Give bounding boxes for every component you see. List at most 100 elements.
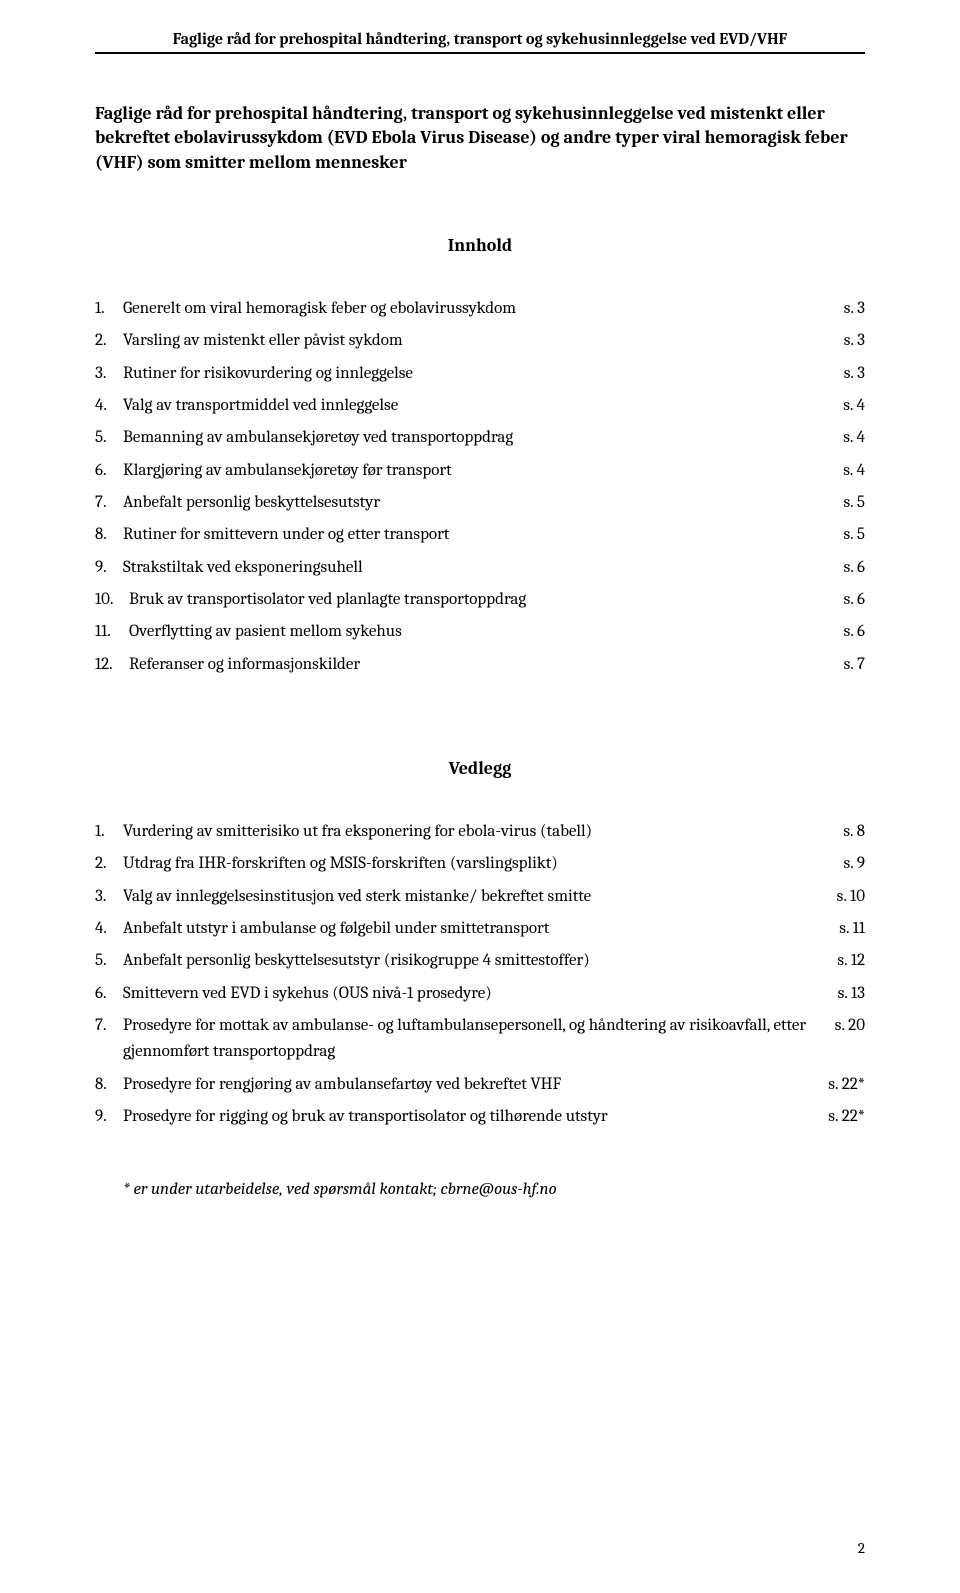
toc-entry: 2. Varsling av mistenkt eller påvist syk…	[95, 328, 403, 354]
vedlegg-list: 1. Vurdering av smitterisiko ut fra eksp…	[95, 819, 865, 1130]
toc-text: Referanser og informasjonskilder	[129, 652, 360, 678]
toc-entry: 4. Valg av transportmiddel ved innleggel…	[95, 393, 398, 419]
toc-entry: 12. Referanser og informasjonskilder	[95, 652, 360, 678]
toc-number: 6.	[95, 458, 123, 484]
vedlegg-text: Prosedyre for mottak av ambulanse- og lu…	[123, 1013, 815, 1066]
toc-entry: 7. Anbefalt personlig beskyttelsesutstyr	[95, 490, 380, 516]
toc-row: 5. Bemanning av ambulansekjøretøy ved tr…	[95, 425, 865, 451]
toc-row: 6. Klargjøring av ambulansekjøretøy før …	[95, 458, 865, 484]
footnote: * er under utarbeidelse, ved spørsmål ko…	[123, 1180, 865, 1199]
vedlegg-row: 4. Anbefalt utstyr i ambulanse og følgeb…	[95, 916, 865, 942]
vedlegg-page: s. 20	[835, 1013, 865, 1039]
toc-row: 11. Overflytting av pasient mellom sykeh…	[95, 619, 865, 645]
toc-entry: 10. Bruk av transportisolator ved planla…	[95, 587, 526, 613]
toc-page: s. 6	[824, 619, 865, 645]
toc-number: 7.	[95, 490, 123, 516]
toc-text: Anbefalt personlig beskyttelsesutstyr	[123, 490, 380, 516]
toc-entry: 8. Rutiner for smittevern under og etter…	[95, 522, 449, 548]
toc-text: Rutiner for risikovurdering og innleggel…	[123, 361, 413, 387]
vedlegg-row: 6. Smittevern ved EVD i sykehus (OUS niv…	[95, 981, 865, 1007]
vedlegg-text: Prosedyre for rengjøring av ambulansefar…	[123, 1072, 808, 1098]
vedlegg-entry: 5. Anbefalt personlig beskyttelsesutstyr…	[95, 948, 837, 974]
vedlegg-entry: 9. Prosedyre for rigging og bruk av tran…	[95, 1104, 828, 1130]
toc-entry: 6. Klargjøring av ambulansekjøretøy før …	[95, 458, 452, 484]
vedlegg-number: 2.	[95, 851, 123, 877]
table-of-contents: 1. Generelt om viral hemoragisk feber og…	[95, 296, 865, 678]
vedlegg-number: 5.	[95, 948, 123, 974]
vedlegg-heading: Vedlegg	[95, 758, 865, 779]
vedlegg-text: Prosedyre for rigging og bruk av transpo…	[123, 1104, 808, 1130]
toc-entry: 9. Strakstiltak ved eksponeringsuhell	[95, 555, 363, 581]
toc-text: Rutiner for smittevern under og etter tr…	[123, 522, 449, 548]
toc-page: s. 3	[824, 296, 865, 322]
toc-page: s. 6	[824, 587, 865, 613]
vedlegg-row: 1. Vurdering av smitterisiko ut fra eksp…	[95, 819, 865, 845]
toc-page: s. 4	[823, 393, 865, 419]
toc-text: Valg av transportmiddel ved innleggelse	[123, 393, 398, 419]
toc-text: Strakstiltak ved eksponeringsuhell	[123, 555, 363, 581]
vedlegg-number: 4.	[95, 916, 123, 942]
toc-row: 10. Bruk av transportisolator ved planla…	[95, 587, 865, 613]
toc-row: 2. Varsling av mistenkt eller påvist syk…	[95, 328, 865, 354]
toc-text: Varsling av mistenkt eller påvist sykdom	[123, 328, 403, 354]
vedlegg-row: 3. Valg av innleggelsesinstitusjon ved s…	[95, 884, 865, 910]
vedlegg-text: Anbefalt personlig beskyttelsesutstyr (r…	[123, 948, 817, 974]
running-header: Faglige råd for prehospital håndtering, …	[95, 30, 865, 54]
toc-number: 2.	[95, 328, 123, 354]
vedlegg-number: 3.	[95, 884, 123, 910]
toc-row: 7. Anbefalt personlig beskyttelsesutstyr…	[95, 490, 865, 516]
vedlegg-row: 2. Utdrag fra IHR-forskriften og MSIS-fo…	[95, 851, 865, 877]
toc-text: Generelt om viral hemoragisk feber og eb…	[123, 296, 516, 322]
toc-page: s. 4	[823, 425, 865, 451]
toc-number: 4.	[95, 393, 123, 419]
toc-entry: 1. Generelt om viral hemoragisk feber og…	[95, 296, 516, 322]
vedlegg-text: Vurdering av smitterisiko ut fra ekspone…	[123, 819, 823, 845]
vedlegg-text: Utdrag fra IHR-forskriften og MSIS-forsk…	[123, 851, 823, 877]
toc-row: 9. Strakstiltak ved eksponeringsuhell s.…	[95, 555, 865, 581]
toc-number: 9.	[95, 555, 123, 581]
toc-entry: 5. Bemanning av ambulansekjøretøy ved tr…	[95, 425, 513, 451]
toc-text: Bruk av transportisolator ved planlagte …	[129, 587, 526, 613]
vedlegg-page: s. 11	[839, 916, 865, 942]
toc-entry: 3. Rutiner for risikovurdering og innleg…	[95, 361, 413, 387]
toc-page: s. 7	[824, 652, 865, 678]
toc-page: s. 5	[824, 522, 865, 548]
vedlegg-row: 9. Prosedyre for rigging og bruk av tran…	[95, 1104, 865, 1130]
vedlegg-page: s. 22*	[828, 1072, 865, 1098]
vedlegg-page: s. 10	[837, 884, 865, 910]
toc-row: 12. Referanser og informasjonskilder s. …	[95, 652, 865, 678]
toc-number: 5.	[95, 425, 123, 451]
toc-entry: 11. Overflytting av pasient mellom sykeh…	[95, 619, 402, 645]
toc-number: 1.	[95, 296, 123, 322]
document-page: Faglige råd for prehospital håndtering, …	[0, 0, 960, 1593]
document-title: Faglige råd for prehospital håndtering, …	[95, 102, 865, 175]
innhold-heading: Innhold	[95, 235, 865, 256]
vedlegg-page: s. 9	[843, 851, 865, 877]
vedlegg-entry: 3. Valg av innleggelsesinstitusjon ved s…	[95, 884, 837, 910]
vedlegg-entry: 2. Utdrag fra IHR-forskriften og MSIS-fo…	[95, 851, 843, 877]
vedlegg-row: 7. Prosedyre for mottak av ambulanse- og…	[95, 1013, 865, 1066]
vedlegg-entry: 4. Anbefalt utstyr i ambulanse og følgeb…	[95, 916, 839, 942]
toc-row: 4. Valg av transportmiddel ved innleggel…	[95, 393, 865, 419]
vedlegg-page: s. 8	[843, 819, 865, 845]
vedlegg-row: 5. Anbefalt personlig beskyttelsesutstyr…	[95, 948, 865, 974]
vedlegg-text: Valg av innleggelsesinstitusjon ved ster…	[123, 884, 817, 910]
toc-text: Bemanning av ambulansekjøretøy ved trans…	[123, 425, 513, 451]
vedlegg-number: 1.	[95, 819, 123, 845]
vedlegg-text: Smittevern ved EVD i sykehus (OUS nivå-1…	[123, 981, 818, 1007]
vedlegg-entry: 8. Prosedyre for rengjøring av ambulanse…	[95, 1072, 828, 1098]
toc-number: 10.	[95, 587, 129, 613]
toc-row: 1. Generelt om viral hemoragisk feber og…	[95, 296, 865, 322]
toc-page: s. 4	[823, 458, 865, 484]
vedlegg-entry: 7. Prosedyre for mottak av ambulanse- og…	[95, 1013, 835, 1066]
vedlegg-text: Anbefalt utstyr i ambulanse og følgebil …	[123, 916, 819, 942]
toc-page: s. 3	[824, 361, 865, 387]
toc-page: s. 6	[824, 555, 865, 581]
toc-number: 11.	[95, 619, 129, 645]
toc-row: 8. Rutiner for smittevern under og etter…	[95, 522, 865, 548]
vedlegg-entry: 1. Vurdering av smitterisiko ut fra eksp…	[95, 819, 843, 845]
vedlegg-page: s. 13	[838, 981, 865, 1007]
vedlegg-entry: 6. Smittevern ved EVD i sykehus (OUS niv…	[95, 981, 838, 1007]
vedlegg-page: s. 22*	[828, 1104, 865, 1130]
toc-row: 3. Rutiner for risikovurdering og innleg…	[95, 361, 865, 387]
